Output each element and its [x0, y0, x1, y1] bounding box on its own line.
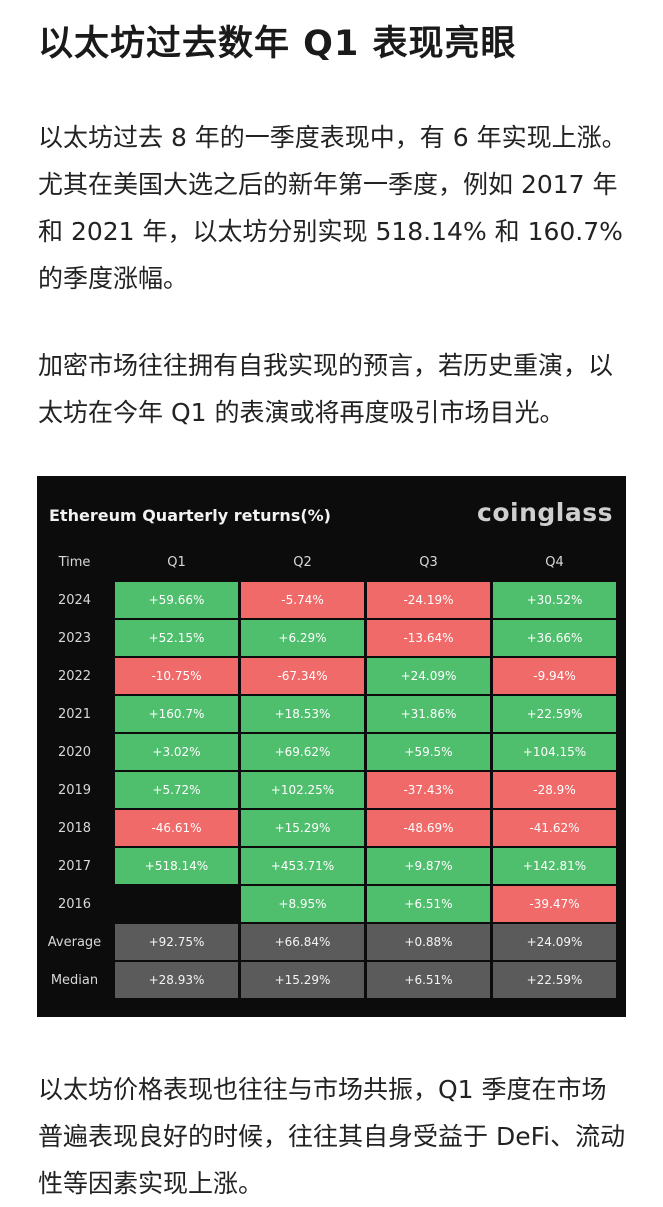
return-cell: +8.95% [241, 886, 364, 922]
article-title: 以太坊过去数年 Q1 表现亮眼 [38, 24, 517, 64]
return-cell: -41.62% [493, 810, 616, 846]
return-cell: -10.75% [115, 658, 238, 694]
return-cell: +6.51% [367, 886, 490, 922]
return-cell: +518.14% [115, 848, 238, 884]
return-cell: +22.59% [493, 962, 616, 998]
header-time: Time [58, 554, 91, 570]
article-paragraph-1: 以太坊过去 8 年的一季度表现中，有 6 年实现上涨。尤其在美国大选之后的新年第… [38, 123, 627, 293]
article-paragraph-3: 以太坊价格表现也往往与市场共振，Q1 季度在市场普遍表现良好的时候，往往其自身受… [38, 1075, 626, 1198]
return-cell: +24.09% [493, 924, 616, 960]
return-cell: -28.9% [493, 772, 616, 808]
chart-title: Ethereum Quarterly returns(%) [49, 506, 331, 525]
return-cell: +30.52% [493, 582, 616, 618]
header-q1: Q1 [167, 554, 186, 570]
return-cell: -37.43% [367, 772, 490, 808]
header-q4: Q4 [545, 554, 564, 570]
return-cell: +59.5% [367, 734, 490, 770]
return-cell: +5.72% [115, 772, 238, 808]
return-cell: +36.66% [493, 620, 616, 656]
return-cell: +142.81% [493, 848, 616, 884]
return-cell: +22.59% [493, 696, 616, 732]
row-label-2017: 2017 [57, 858, 92, 874]
header-q2: Q2 [293, 554, 312, 570]
return-cell: +66.84% [241, 924, 364, 960]
return-cell: +28.93% [115, 962, 238, 998]
row-label-median: Median [50, 972, 99, 988]
returns-table: Time Q1 Q2 Q3 Q4 2024 +59.66% -5.74% -24.19% +30.… [37, 544, 616, 998]
row-label-2016: 2016 [57, 896, 92, 912]
return-cell: +18.53% [241, 696, 364, 732]
return-cell [115, 886, 238, 922]
return-cell: -5.74% [241, 582, 364, 618]
coinglass-logo: coinglass [477, 498, 613, 527]
return-cell: +6.29% [241, 620, 364, 656]
return-cell: -39.47% [493, 886, 616, 922]
row-label-2022: 2022 [57, 668, 92, 684]
returns-table-image: Ethereum Quarterly returns(%) coinglass … [37, 476, 626, 1017]
return-cell: +104.15% [493, 734, 616, 770]
header-q3: Q3 [419, 554, 438, 570]
return-cell: +15.29% [241, 962, 364, 998]
return-cell: +6.51% [367, 962, 490, 998]
return-cell: +59.66% [115, 582, 238, 618]
row-label-2024: 2024 [57, 592, 92, 608]
return-cell: +102.25% [241, 772, 364, 808]
return-cell: -48.69% [367, 810, 490, 846]
row-label-2021: 2021 [57, 706, 92, 722]
row-label-2023: 2023 [57, 630, 92, 646]
return-cell: -13.64% [367, 620, 490, 656]
return-cell: +9.87% [367, 848, 490, 884]
return-cell: +0.88% [367, 924, 490, 960]
row-label-2020: 2020 [57, 744, 92, 760]
return-cell: +31.86% [367, 696, 490, 732]
row-label-average: Average [47, 934, 102, 950]
return-cell: +24.09% [367, 658, 490, 694]
return-cell: +92.75% [115, 924, 238, 960]
return-cell: -67.34% [241, 658, 364, 694]
row-label-2018: 2018 [57, 820, 92, 836]
return-cell: -46.61% [115, 810, 238, 846]
return-cell: +453.71% [241, 848, 364, 884]
return-cell: -24.19% [367, 582, 490, 618]
return-cell: +69.62% [241, 734, 364, 770]
return-cell: +3.02% [115, 734, 238, 770]
return-cell: -9.94% [493, 658, 616, 694]
return-cell: +160.7% [115, 696, 238, 732]
return-cell: +15.29% [241, 810, 364, 846]
article-paragraph-2: 加密市场往往拥有自我实现的预言，若历史重演，以太坊在今年 Q1 的表演或将再度吸… [38, 351, 614, 427]
return-cell: +52.15% [115, 620, 238, 656]
row-label-2019: 2019 [57, 782, 92, 798]
